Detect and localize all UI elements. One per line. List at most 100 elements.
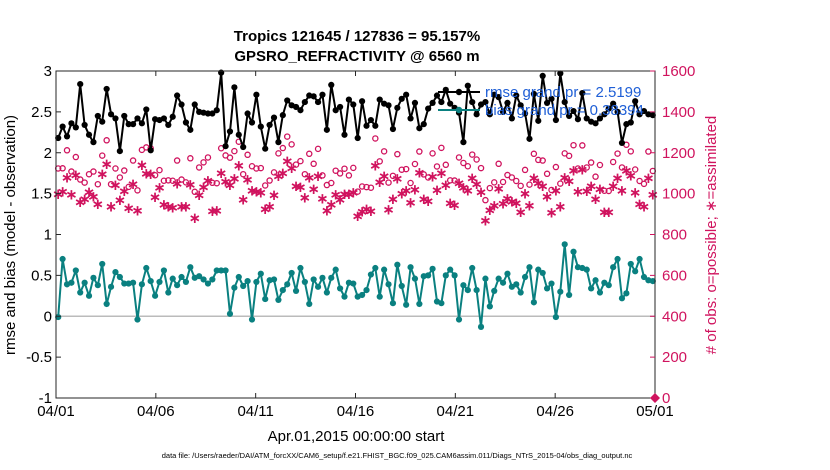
rmse-point [332,107,339,114]
obs-possible-point [253,165,260,172]
bias-point [499,279,507,286]
rmse-point [297,107,304,114]
obs-possible-point [389,172,397,180]
obs-possible-point [314,145,322,153]
bias-point [143,264,150,272]
bias-point [592,277,599,284]
bias-point [411,275,419,282]
bias-line [57,243,653,328]
y-tick-label-right: 1400 [662,104,695,121]
rmse-point [191,101,198,108]
obs-assimilated-point: ∗ [510,194,523,212]
rmse-point [411,99,419,106]
rmse-point [627,119,634,126]
y-tick-label-left: 1 [44,227,52,244]
y-tick-label-left: 0.5 [31,267,52,284]
obs-assimilated-point: ∗ [294,178,307,196]
bias-point [103,300,110,308]
rmse-point [614,108,621,115]
obs-assimilated-point: ∗ [572,182,585,200]
obs-possible-point [226,154,234,161]
obs-possible-point [94,180,102,188]
obs-assimilated-point: ∗ [506,192,519,210]
rmse-point [363,122,370,129]
obs-assimilated-point: ∗ [290,177,303,195]
obs-assimilated-point: ∗ [624,167,637,185]
bias-point [495,275,502,282]
obs-assimilated-point: ∗ [307,180,320,198]
obs-possible-point [535,156,542,164]
obs-assimilated-point: ∗ [193,186,206,204]
obs-possible-point [121,167,128,174]
bias-point [530,299,537,306]
bias-point [350,280,357,287]
rmse-point [385,102,392,109]
bias-point [275,296,282,303]
bias-point [491,287,498,295]
obs-assimilated-point: ∗ [96,165,109,183]
obs-possible-point [195,164,203,171]
x-tick-label: 05/01 [636,403,674,420]
rmse-point [103,85,110,93]
rmse-point [350,101,357,108]
bias-point [570,248,577,255]
rmse-point [601,111,608,118]
bias-point [94,282,101,289]
obs-possible-point [182,179,190,186]
bias-point [394,261,401,268]
obs-assimilated-point: ∗ [550,182,563,200]
obs-possible-point [486,184,494,192]
bias-point [68,279,75,286]
x-tick-label: 04/21 [437,403,475,420]
obs-assimilated-point: ∗ [122,199,135,217]
obs-possible-point [165,177,172,184]
x-tick-label: 04/26 [536,403,574,420]
rmse-point [68,120,75,127]
obs-possible-point [204,154,212,161]
obs-possible-point [455,154,463,161]
obs-assimilated-point: ∗ [523,196,536,214]
bias-point [81,279,88,286]
obs-possible-point [530,150,538,158]
obs-possible-point [464,162,472,170]
obs-possible-point [499,178,507,186]
obs-possible-point [151,171,159,179]
bias-point [156,278,163,286]
obs-possible-point [187,155,194,162]
obs-possible-point [328,179,335,187]
rmse-point [129,121,137,128]
obs-assimilated-point: ∗ [105,198,118,216]
rmse-point [77,80,84,88]
obs-assimilated-point: ∗ [210,201,223,219]
rmse-point [275,139,282,146]
obs-assimilated-point: ∗ [144,165,157,183]
bias-point [178,273,185,281]
obs-possible-point [473,156,480,163]
bias-point [328,274,335,281]
obs-assimilated-point: ∗ [563,172,576,190]
obs-possible-point [526,181,533,188]
rmse-point [328,81,335,88]
obs-possible-point [275,150,282,157]
obs-assimilated-point: ∗ [501,190,514,208]
bias-point [623,290,630,297]
rmse-point [596,115,604,122]
bias-point [240,282,247,290]
y-tick-label-right: 1000 [662,186,695,203]
x-axis-label: Apr.01,2015 00:00:00 start [268,428,446,445]
obs-assimilated-point: ∗ [162,197,175,215]
rmse-point [570,107,577,115]
rmse-point [557,70,564,77]
obs-assimilated-point: ∗ [484,201,497,219]
obs-assimilated-point: ∗ [70,166,83,184]
obs-possible-point [614,150,621,157]
rmse-point [407,115,414,122]
obs-assimilated-point: ∗ [175,197,188,215]
obs-possible-point [394,150,401,158]
obs-assimilated-point: ∗ [202,171,215,189]
bias-point [526,264,533,271]
rmse-point [314,98,322,106]
obs-possible-point [543,170,551,178]
rmse-point [513,92,520,99]
bias-point [455,316,463,323]
